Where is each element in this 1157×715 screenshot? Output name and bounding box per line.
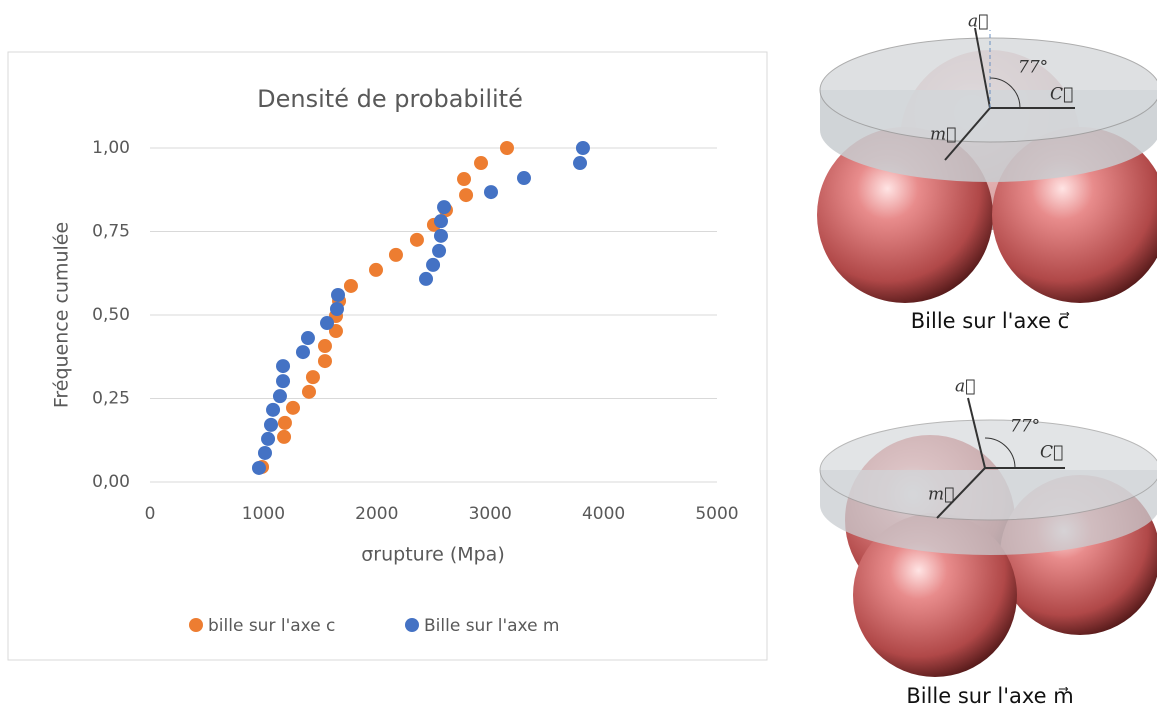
point (369, 262, 384, 277)
illustration: a⃗ C⃗ m⃗ 77° Bille sur l'axe c⃗ (817, 12, 1157, 333)
point (261, 431, 276, 446)
point (305, 370, 320, 385)
disc (819, 419, 1157, 521)
point (320, 316, 335, 331)
label: 77° (1010, 417, 1040, 437)
point (277, 415, 292, 430)
legend-marker (189, 618, 203, 632)
y-axis-label: Fréquence cumulée (51, 222, 73, 408)
point (257, 445, 272, 460)
label: 77° (1018, 58, 1048, 78)
legend-label: bille sur l'axe c (208, 616, 335, 636)
point (499, 141, 514, 155)
point (329, 301, 344, 316)
label: C⃗ (1050, 85, 1073, 105)
point (409, 232, 424, 247)
axis-arrow (936, 467, 986, 519)
illustration: a⃗ C⃗ m⃗ 77° Bille sur l'axe m⃗ (819, 377, 1157, 708)
y-tick-label: 0,00 (92, 472, 130, 492)
x-tick-label: 2000 (355, 504, 398, 524)
chart-frame (7, 51, 768, 661)
point (300, 331, 315, 346)
legend-label: Bille sur l'axe m (424, 616, 560, 636)
point (317, 339, 332, 354)
y-tick-label: 0,50 (92, 305, 130, 325)
axis-arrow (967, 397, 986, 469)
x-tick-label: 5000 (695, 504, 738, 524)
angle-arc (989, 77, 1021, 109)
point (388, 247, 403, 262)
point (251, 460, 266, 475)
point (457, 172, 472, 187)
chart-title: Densité de probabilité (257, 85, 523, 113)
point (276, 374, 291, 389)
label: a⃗ (955, 377, 975, 397)
y-tick-label: 0,75 (92, 222, 130, 242)
point (295, 345, 310, 360)
point (328, 324, 343, 339)
label: C⃗ (1040, 443, 1063, 463)
plot: 0,00 0,25 0,50 0,75 1,00 0 1000 2000 3000 4000 500… (92, 138, 738, 636)
x-tick-label: 4000 (582, 504, 625, 524)
label: m⃗ (928, 485, 954, 505)
point (276, 359, 291, 374)
point (573, 156, 588, 171)
disc (819, 37, 1157, 143)
x-tick-label: 3000 (469, 504, 512, 524)
point (433, 214, 448, 229)
point (437, 200, 452, 215)
axis-arrow (974, 27, 991, 109)
point (317, 354, 332, 369)
x-tick-label: 0 (145, 504, 156, 524)
label: m⃗ (930, 125, 956, 145)
point (301, 384, 316, 399)
point (331, 287, 346, 302)
point (277, 429, 292, 444)
point (263, 417, 278, 432)
axis-arrow (944, 107, 991, 161)
legend-marker (405, 618, 419, 632)
point (474, 156, 489, 171)
point (419, 271, 434, 286)
point (575, 141, 590, 155)
angle-arc (984, 437, 1016, 469)
point (483, 185, 498, 200)
point (343, 278, 358, 293)
point (266, 402, 281, 417)
x-tick-label: 1000 (242, 504, 285, 524)
point (285, 400, 300, 415)
point (459, 188, 474, 203)
point (433, 228, 448, 243)
point (516, 171, 531, 186)
point (432, 243, 447, 258)
y-tick-label: 1,00 (92, 138, 130, 158)
caption: Bille sur l'axe c⃗ (911, 309, 1070, 333)
y-tick-label: 0,25 (92, 389, 130, 409)
point (426, 257, 441, 272)
point (272, 389, 287, 404)
label: a⃗ (968, 12, 988, 32)
x-axis-label: σrupture (Mpa) (361, 544, 505, 566)
caption: Bille sur l'axe m⃗ (906, 684, 1073, 708)
